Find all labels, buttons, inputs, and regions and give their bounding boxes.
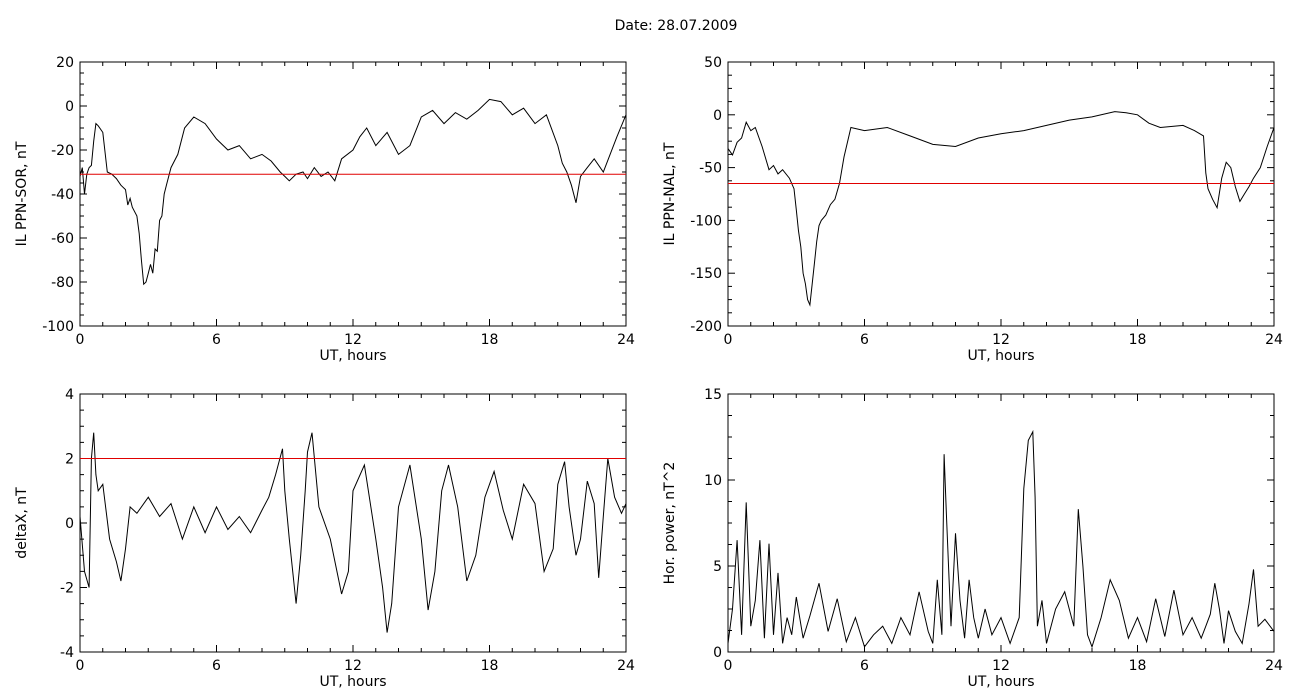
- x-tick-label: 12: [344, 658, 362, 674]
- x-tick-label: 6: [212, 332, 221, 348]
- plot-frame: [79, 61, 627, 327]
- y-axis-label: deltaX, nT: [14, 487, 30, 559]
- y-tick-label: -60: [51, 231, 74, 247]
- y-tick-label: 15: [704, 387, 722, 403]
- x-axis-label: UT, hours: [319, 348, 386, 364]
- y-tick-label: 2: [65, 452, 74, 468]
- y-tick-label: -4: [60, 645, 74, 661]
- x-tick-label: 0: [76, 658, 85, 674]
- y-tick-label: 20: [56, 55, 74, 71]
- x-tick-label: 18: [481, 332, 499, 348]
- y-axis-label: IL PPN-SOR, nT: [14, 141, 30, 246]
- plot-frame: [79, 393, 627, 653]
- series-line: [80, 432, 626, 633]
- chart-panel-deltax: 0 6 12 18 24 4 2 0 -2 -4 UT, hours deltaX, nT: [14, 387, 635, 690]
- x-tick-label: 6: [860, 658, 869, 674]
- x-axis-label: UT, hours: [967, 348, 1034, 364]
- y-tick-label: 4: [65, 387, 74, 403]
- x-tick-label: 0: [76, 332, 85, 348]
- plot-frame: [727, 393, 1275, 653]
- y-tick-label: -2: [60, 581, 74, 597]
- plot-frame: [727, 61, 1275, 327]
- chart-panel-ppn-nal: 0 6 12 18 24 50 0 -50 -100 -150 -200 UT, hours IL PP…: [662, 55, 1283, 364]
- chart-panel-ppn-sor: 0 6 12 18 24 20 0 -20 -40 -60 -80 -100 UT, hours IL P…: [14, 55, 635, 364]
- x-tick-label: 12: [992, 658, 1010, 674]
- y-tick-label: -100: [42, 319, 74, 335]
- x-tick-label: 12: [992, 332, 1010, 348]
- figure-title: Date: 28.07.2009: [614, 18, 738, 34]
- x-tick-label: 24: [617, 658, 635, 674]
- y-tick-label: -40: [51, 187, 74, 203]
- y-tick-label: -100: [690, 213, 722, 229]
- y-tick-label: 0: [713, 108, 722, 124]
- y-tick-label: -80: [51, 275, 74, 291]
- series-line: [728, 111, 1274, 307]
- y-axis-label: Hor. power, nT^2: [662, 462, 678, 585]
- y-tick-label: 50: [704, 55, 722, 71]
- x-tick-label: 24: [617, 332, 635, 348]
- chart-panel-hor-power: 0 6 12 18 24 15 10 5 0 UT, hours Hor. power, nT^2: [662, 387, 1283, 690]
- x-tick-label: 18: [1129, 332, 1147, 348]
- x-tick-label: 24: [1265, 658, 1283, 674]
- y-tick-label: -20: [51, 143, 74, 159]
- y-tick-label: -150: [690, 266, 722, 282]
- x-tick-label: 18: [1129, 658, 1147, 674]
- y-tick-label: 5: [713, 559, 722, 575]
- y-tick-label: 0: [713, 645, 722, 661]
- x-tick-label: 18: [481, 658, 499, 674]
- y-tick-label: 10: [704, 473, 722, 489]
- x-tick-label: 24: [1265, 332, 1283, 348]
- x-axis-label: UT, hours: [319, 674, 386, 690]
- x-tick-label: 0: [724, 332, 733, 348]
- x-tick-label: 0: [724, 658, 733, 674]
- series-line: [80, 98, 626, 286]
- x-axis-label: UT, hours: [967, 674, 1034, 690]
- y-axis-label: IL PPN-NAL, nT: [662, 142, 678, 245]
- series-line: [728, 429, 1274, 649]
- x-tick-label: 6: [212, 658, 221, 674]
- y-tick-label: 0: [65, 516, 74, 532]
- y-tick-label: -50: [699, 161, 722, 177]
- x-tick-label: 6: [860, 332, 869, 348]
- x-tick-label: 12: [344, 332, 362, 348]
- y-tick-label: -200: [690, 319, 722, 335]
- y-tick-label: 0: [65, 99, 74, 115]
